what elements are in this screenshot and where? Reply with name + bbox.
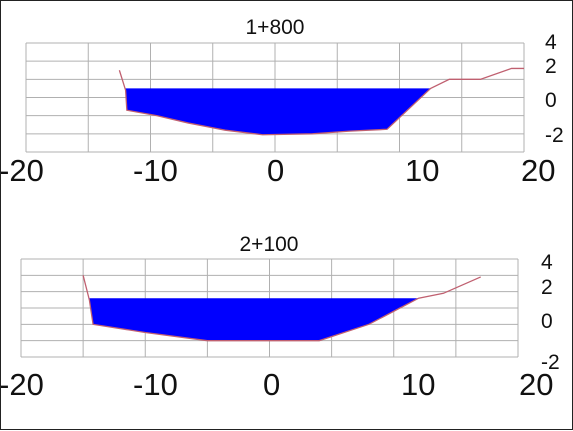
- x-tick-label: 0: [263, 367, 280, 402]
- water-area: [125, 88, 431, 135]
- x-tick-label: 0: [267, 153, 284, 188]
- y-tick-label: -2: [541, 351, 560, 374]
- x-tick-label: 20: [519, 367, 553, 402]
- x-tick-label: -10: [133, 153, 178, 188]
- x-tick-label: -20: [1, 153, 44, 188]
- x-tick-label: -10: [133, 367, 178, 402]
- water-area: [88, 298, 419, 341]
- x-tick-label: 10: [401, 367, 435, 402]
- ground-profile-line: [118, 67, 524, 136]
- y-tick-label: 0: [541, 310, 553, 333]
- chart-title: 1+800: [246, 16, 305, 39]
- x-tick-label: 10: [405, 153, 439, 188]
- y-tick-label: 2: [541, 276, 553, 299]
- y-tick-label: 2: [545, 55, 557, 78]
- x-tick-label: 20: [521, 153, 555, 188]
- chart-title: 2+100: [240, 233, 299, 256]
- x-tick-label: -20: [1, 367, 44, 402]
- y-tick-label: 0: [545, 89, 557, 112]
- y-tick-label: -2: [545, 124, 564, 147]
- y-tick-label: 4: [545, 31, 557, 54]
- ground-profile-line: [82, 275, 481, 342]
- y-tick-label: 4: [541, 251, 553, 274]
